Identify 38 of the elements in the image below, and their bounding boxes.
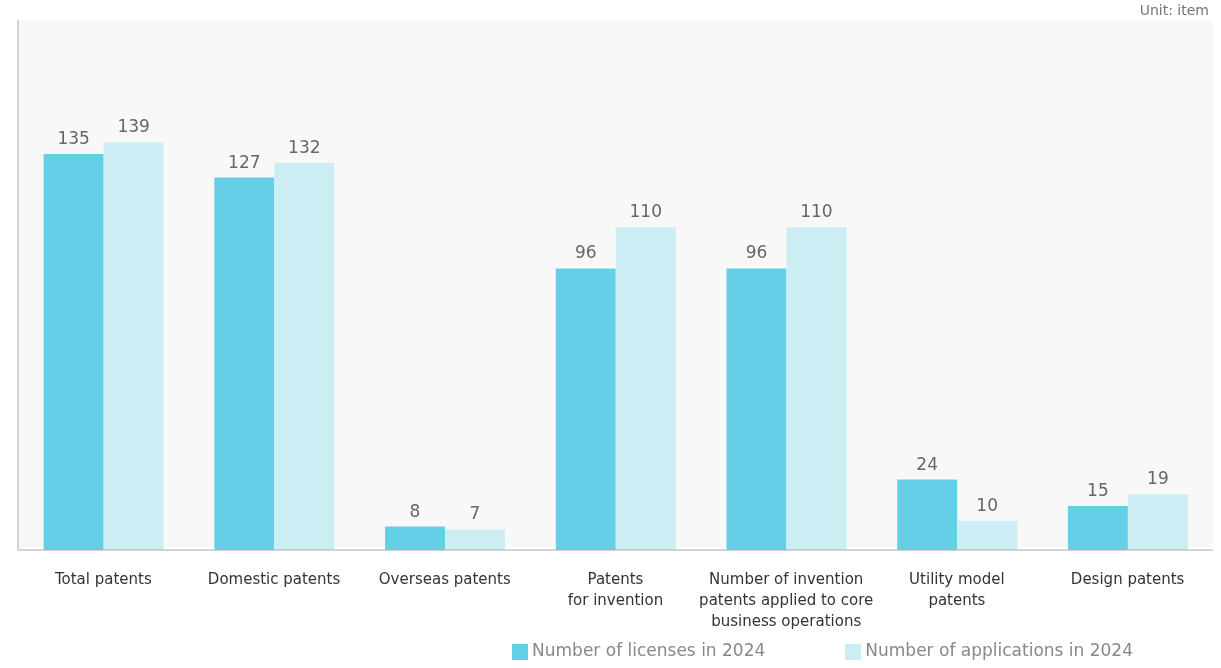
bar (1067, 506, 1128, 550)
bar (897, 479, 958, 550)
data-label: 7 (469, 503, 481, 524)
x-tick-label: Patents for invention (567, 570, 664, 609)
data-label: 132 (288, 136, 321, 157)
bar (726, 268, 787, 550)
bar (445, 529, 506, 550)
legend-label: Number of applications in 2024 (865, 640, 1133, 660)
x-tick-label: Number of invention patents applied to core business operations (699, 570, 874, 630)
bar (1127, 494, 1188, 550)
text: Unit: item (1139, 2, 1209, 18)
data-label: 15 (1087, 480, 1109, 500)
bar (555, 268, 616, 550)
data-label: 8 (409, 500, 421, 521)
x-tick-label: Domestic patents (207, 570, 341, 588)
x-tick-label: Total patents (53, 570, 152, 588)
x-tick-label: Utility model patents (909, 570, 1005, 609)
bar (957, 520, 1018, 550)
bar (385, 526, 446, 550)
legend-label: Number of licenses in 2024 (532, 640, 766, 660)
data-label: 19 (1147, 468, 1169, 489)
bar (214, 177, 275, 550)
data-label: 139 (117, 116, 150, 137)
bar (274, 162, 335, 550)
data-label: 96 (745, 242, 768, 263)
x-tick-label: Design patents (1070, 570, 1185, 588)
data-label: 96 (574, 242, 597, 263)
data-label: 110 (800, 201, 833, 222)
bar (615, 227, 676, 550)
x-tick-label: Overseas patents (378, 570, 511, 588)
data-label: 127 (228, 151, 261, 172)
data-label: 135 (57, 128, 90, 149)
bar (786, 227, 847, 550)
bar (103, 142, 164, 550)
bar (43, 154, 104, 550)
data-label: 24 (916, 453, 938, 474)
data-label: 10 (976, 494, 998, 515)
data-label: 110 (629, 201, 662, 222)
